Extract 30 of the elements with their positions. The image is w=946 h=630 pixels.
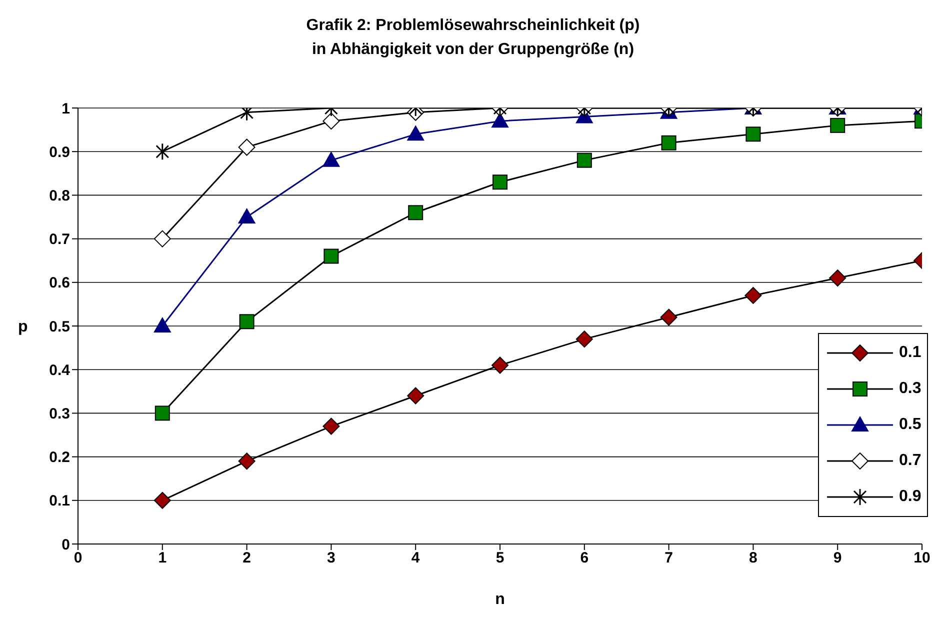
x-tick-label: 5	[496, 550, 504, 567]
legend-label: 0.1	[899, 344, 922, 362]
y-tick-label: 0.4	[49, 362, 71, 379]
x-tick-label: 1	[158, 550, 167, 567]
x-tick-label: 3	[327, 550, 336, 567]
x-tick-label: 7	[664, 550, 673, 567]
x-tick-label: 9	[833, 550, 842, 567]
y-tick-label: 0.3	[49, 406, 70, 423]
y-tick-label: 0.7	[49, 231, 70, 248]
y-tick-label: 0.5	[49, 318, 70, 336]
y-tick-label: 0.9	[49, 144, 70, 161]
x-tick-label: 4	[411, 550, 420, 567]
x-tick-label: 6	[580, 550, 589, 567]
y-axis-title: p	[18, 318, 28, 336]
y-tick-label: 0.8	[49, 188, 70, 205]
legend-label: 0.7	[899, 452, 922, 470]
legend-label: 0.3	[899, 380, 922, 398]
y-tick-label: 0.2	[49, 449, 70, 466]
x-tick-label: 10	[914, 550, 930, 567]
y-tick-label: 0	[62, 536, 70, 554]
chart-title: Grafik 2: Problemlösewahrscheinlichkeit (p) in Abhängigkeit von der Gruppengröße (n)	[305, 16, 641, 60]
y-tick-label: 0.1	[49, 492, 70, 510]
legend-label: 0.5	[899, 416, 922, 434]
x-tick-label: 0	[74, 550, 82, 567]
legend-label: 0.9	[899, 488, 922, 506]
x-axis-title: n	[495, 591, 505, 608]
y-tick-label: 1	[62, 100, 70, 118]
y-tick-label: 0.6	[49, 274, 70, 292]
x-tick-label: 8	[749, 550, 758, 567]
x-tick-label: 2	[242, 550, 251, 567]
